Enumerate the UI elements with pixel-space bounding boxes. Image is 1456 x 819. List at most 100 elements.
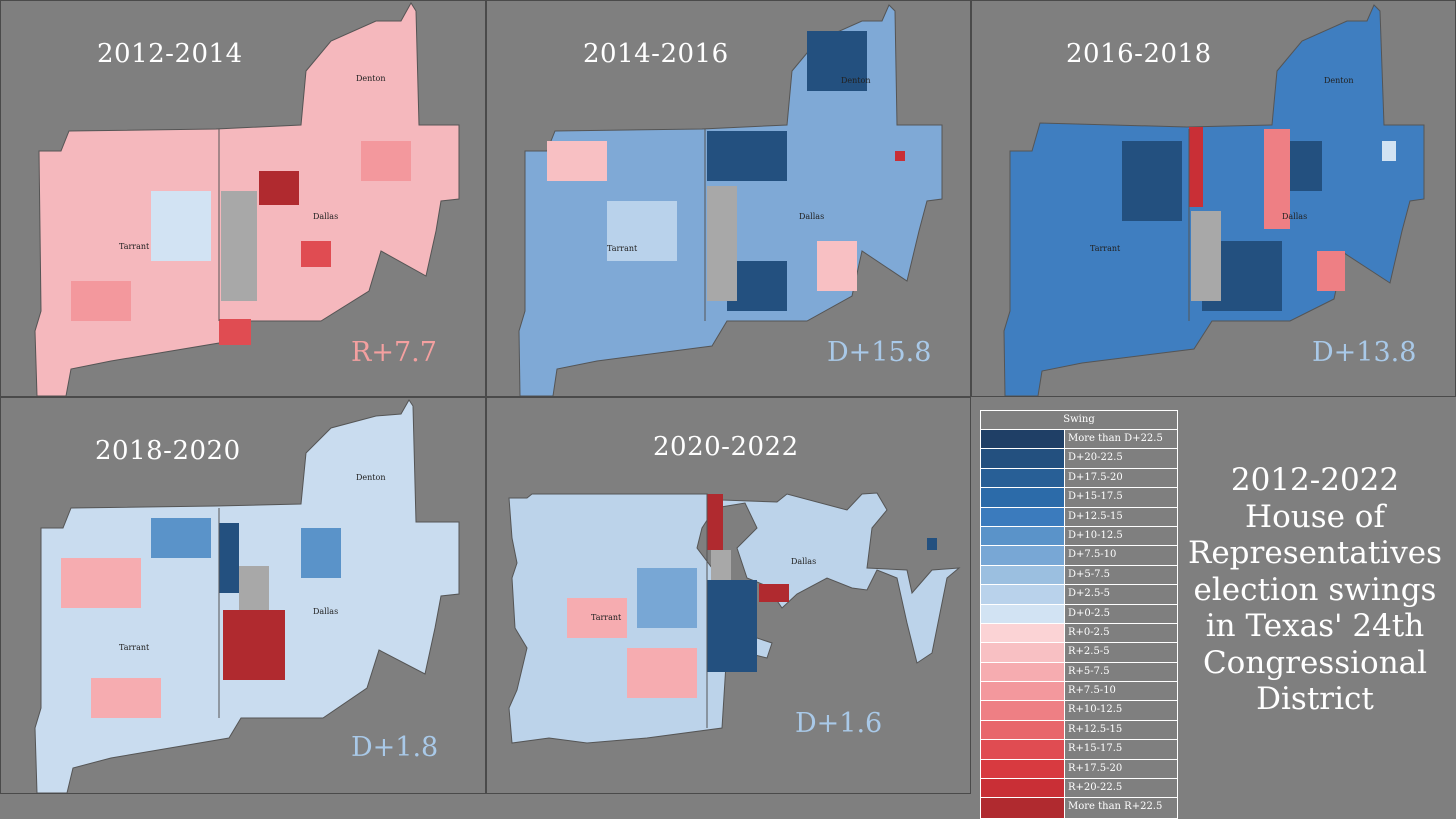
district-shape (508, 492, 961, 744)
legend-swatch (981, 720, 1065, 740)
precinct-red (223, 610, 285, 680)
county-label-denton: Denton (1324, 76, 1353, 85)
legend-item: R+0-2.5 (981, 623, 1177, 644)
county-label-dallas: Dallas (791, 557, 816, 566)
precinct-light (151, 191, 211, 261)
legend-swatch (981, 682, 1065, 701)
county-label-tarrant: Tarrant (119, 242, 150, 251)
unassigned-area (1191, 211, 1221, 301)
unassigned-area (707, 186, 737, 301)
precinct-alt (61, 558, 141, 608)
legend-item: R+17.5-20 (981, 759, 1177, 780)
precinct-light (1382, 141, 1396, 161)
precinct-red (707, 494, 723, 550)
county-label-dallas: Dallas (1282, 212, 1307, 221)
panel-swing-value: D+15.8 (827, 337, 932, 368)
legend-swatch (981, 779, 1065, 798)
legend-swatch (981, 759, 1065, 779)
panel-period-title: 2018-2020 (95, 436, 241, 466)
county-label-tarrant: Tarrant (607, 244, 638, 253)
legend-item: R+15-17.5 (981, 740, 1177, 760)
legend-item: R+10-12.5 (981, 701, 1177, 721)
legend-swatch (981, 798, 1065, 818)
panel-swing-value: D+13.8 (1312, 337, 1417, 368)
legend-item: D+17.5-20 (981, 468, 1177, 489)
legend-label: R+12.5-15 (1068, 723, 1123, 735)
unassigned-area (711, 550, 731, 580)
legend-title: Swing (981, 411, 1177, 430)
legend-item: More than D+22.5 (981, 430, 1177, 450)
county-label-denton: Denton (356, 74, 385, 83)
county-label-dallas: Dallas (799, 212, 824, 221)
map-panel-2012-2014: Denton Tarrant Dallas 2012-2014 R+7.7 (0, 0, 486, 397)
precinct-dark (807, 31, 867, 91)
legend-rows: More than D+22.5 D+20-22.5 D+17.5-20 D+15-1… (981, 430, 1177, 818)
district-map: Denton Tarrant Dallas (34, 399, 460, 793)
main-title-line: House of (1245, 498, 1385, 535)
panel-swing-value: D+1.6 (795, 708, 883, 739)
legend-swatch (981, 430, 1065, 449)
district-shape (1003, 4, 1425, 396)
panel-swing-value: D+1.8 (351, 732, 439, 763)
legend-swatch (981, 507, 1065, 526)
legend-swatch (981, 623, 1065, 643)
district-map: Tarrant Dallas (508, 492, 961, 744)
panel-period-title: 2020-2022 (653, 432, 799, 462)
main-title-line: Representatives (1188, 535, 1442, 571)
legend-label: D+2.5-5 (1068, 588, 1111, 600)
legend-item: More than R+22.5 (981, 798, 1177, 818)
legend-label: More than D+22.5 (1068, 433, 1163, 444)
legend-label: R+10-12.5 (1068, 704, 1123, 716)
precinct-alt (567, 598, 627, 638)
precinct-alt (91, 678, 161, 718)
map-panel-2016-2018: Denton Tarrant Dallas 2016-2018 D+13.8 (971, 0, 1456, 397)
map-panel-2018-2020: Denton Tarrant Dallas 2018-2020 D+1.8 (0, 397, 486, 794)
precinct-alt (361, 141, 411, 181)
precinct-dark (707, 580, 757, 672)
main-title-line: Congressional (1202, 644, 1428, 681)
legend-label: R+17.5-20 (1068, 762, 1123, 774)
legend-item: D+10-12.5 (981, 526, 1177, 547)
legend-item: R+20-22.5 (981, 779, 1177, 799)
district-map: Denton Tarrant Dallas (518, 4, 943, 396)
precinct-dark (927, 538, 937, 550)
legend-swatch (981, 740, 1065, 759)
legend-label: D+15-17.5 (1068, 491, 1123, 503)
legend-label: D+0-2.5 (1068, 607, 1111, 619)
precinct-light (817, 241, 857, 291)
panel-swing-value: R+7.7 (351, 337, 437, 368)
legend-label: D+7.5-10 (1068, 549, 1117, 561)
precinct-alt (607, 201, 677, 261)
legend-swatch (981, 468, 1065, 488)
legend-swatch (981, 526, 1065, 546)
precinct-mid (1317, 251, 1345, 291)
legend-label: D+17.5-20 (1068, 471, 1123, 483)
legend-item: R+2.5-5 (981, 643, 1177, 663)
panel-period-title: 2014-2016 (583, 39, 729, 69)
precinct-alt (71, 281, 131, 321)
county-label-denton: Denton (356, 473, 385, 482)
legend-label: R+7.5-10 (1068, 685, 1116, 697)
legend-swatch (981, 546, 1065, 565)
map-panel-2014-2016: Denton Tarrant Dallas 2014-2016 D+15.8 (486, 0, 971, 397)
precinct-dark (707, 131, 787, 181)
precinct-mid (301, 528, 341, 578)
county-label-dallas: Dallas (313, 212, 338, 221)
legend-item: D+12.5-15 (981, 507, 1177, 527)
precinct-mid (637, 568, 697, 628)
legend-label: D+20-22.5 (1068, 452, 1123, 464)
legend-item: D+5-7.5 (981, 565, 1177, 586)
main-title-line: 2012-2022 (1230, 462, 1400, 498)
legend-swatch (981, 604, 1065, 623)
county-label-tarrant: Tarrant (119, 643, 150, 652)
precinct-red (895, 151, 905, 161)
legend-item: D+2.5-5 (981, 585, 1177, 605)
precinct-dark (219, 523, 239, 593)
precinct-red (759, 584, 789, 602)
swing-legend: Swing More than D+22.5 D+20-22.5 D+17.5-20… (980, 410, 1178, 819)
precinct-red (1189, 127, 1203, 207)
legend-swatch (981, 449, 1065, 468)
county-label-tarrant: Tarrant (1090, 244, 1121, 253)
legend-item: D+0-2.5 (981, 604, 1177, 624)
precinct-alt (627, 648, 697, 698)
